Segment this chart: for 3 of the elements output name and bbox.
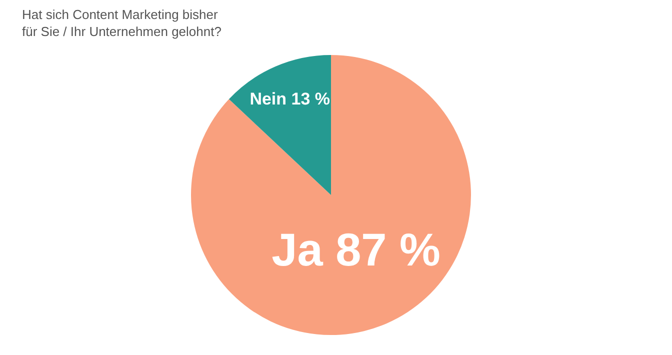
slice-label: Nein 13 % [250,90,330,109]
chart-title: Hat sich Content Marketing bisher für Sie / Ihr Unternehmen gelohnt? [22,6,222,40]
slice-label: Ja 87 % [272,224,440,276]
